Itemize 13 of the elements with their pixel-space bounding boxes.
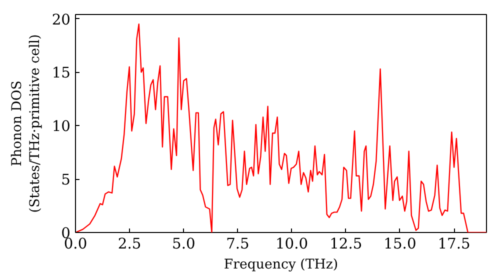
x-tick-label: 15.0 — [384, 236, 416, 252]
y-tick-label: 20 — [52, 11, 71, 28]
y-tick-label: 15 — [52, 64, 71, 82]
y-axis-title: Phonon DOS (States/THz·primitive cell) — [10, 34, 43, 213]
x-tick-label: 17.5 — [438, 236, 470, 252]
y-tick-label: 5 — [61, 172, 71, 189]
x-tick-label: 2.5 — [118, 236, 142, 252]
x-tick-label: 12.5 — [330, 236, 362, 252]
y-tick-label: 10 — [52, 118, 71, 136]
x-tick-label: 10.0 — [276, 236, 308, 252]
x-axis-title: Frequency (THz) — [224, 258, 338, 272]
x-tick-label: 7.5 — [226, 236, 250, 252]
x-tick-label: 5.0 — [172, 236, 196, 252]
